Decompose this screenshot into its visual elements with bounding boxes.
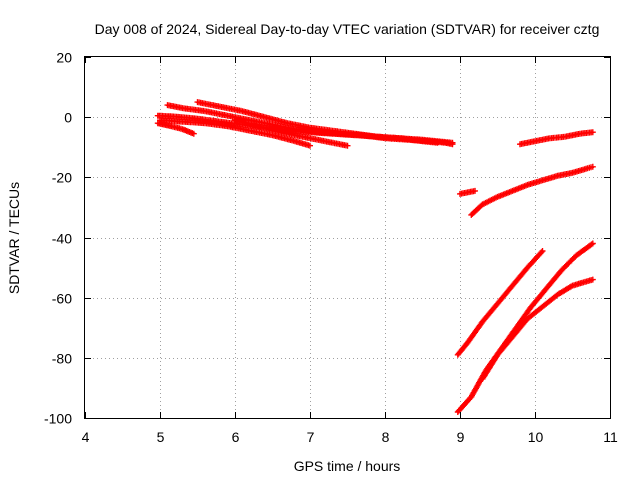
x-tick-label: 9 bbox=[457, 429, 465, 445]
x-tick-label: 4 bbox=[82, 429, 90, 445]
data-points bbox=[154, 99, 596, 415]
series-track-c bbox=[194, 99, 441, 146]
y-axis-label: SDTVAR / TECUs bbox=[6, 182, 22, 294]
data-point bbox=[472, 187, 478, 194]
y-tick-label: -100 bbox=[44, 411, 72, 427]
data-point bbox=[344, 142, 351, 149]
plot-frame bbox=[84, 56, 611, 419]
series-track-l bbox=[479, 276, 596, 382]
y-tick-label: -20 bbox=[52, 170, 72, 186]
y-tick-label: 20 bbox=[56, 50, 72, 66]
data-point bbox=[589, 163, 596, 170]
axis-ticks: 4 5 6 7 8 9 10 11 -100 -80 -60 -40 -20 0 20 bbox=[44, 50, 618, 446]
x-axis-label: GPS time / hours bbox=[294, 458, 401, 474]
series-track-e bbox=[232, 117, 351, 149]
x-tick-label: 11 bbox=[603, 429, 618, 445]
x-tick-label: 6 bbox=[232, 429, 240, 445]
data-point bbox=[538, 249, 545, 256]
y-tick-label: -60 bbox=[52, 291, 72, 307]
grid bbox=[85, 57, 610, 418]
data-point bbox=[539, 248, 546, 254]
data-point bbox=[589, 129, 596, 136]
data-point bbox=[589, 240, 596, 247]
y-tick-label: 0 bbox=[64, 110, 72, 126]
y-tick-label: -40 bbox=[52, 231, 72, 247]
x-tick-label: 7 bbox=[307, 429, 315, 445]
x-tick-label: 10 bbox=[528, 429, 544, 445]
series-track-j bbox=[454, 248, 546, 358]
chart-title: Day 008 of 2024, Sidereal Day-to-day VTE… bbox=[95, 21, 600, 37]
series-track-g bbox=[457, 187, 478, 197]
data-point bbox=[434, 139, 441, 146]
data-point bbox=[190, 130, 197, 137]
series-track-f bbox=[154, 120, 197, 137]
series-track-h bbox=[468, 163, 596, 218]
y-tick-label: -80 bbox=[52, 351, 72, 367]
x-tick-label: 5 bbox=[157, 429, 165, 445]
series-track-i bbox=[517, 129, 596, 148]
data-point bbox=[449, 141, 456, 148]
data-point bbox=[307, 142, 313, 149]
x-tick-label: 8 bbox=[382, 429, 390, 445]
data-point bbox=[589, 276, 596, 283]
